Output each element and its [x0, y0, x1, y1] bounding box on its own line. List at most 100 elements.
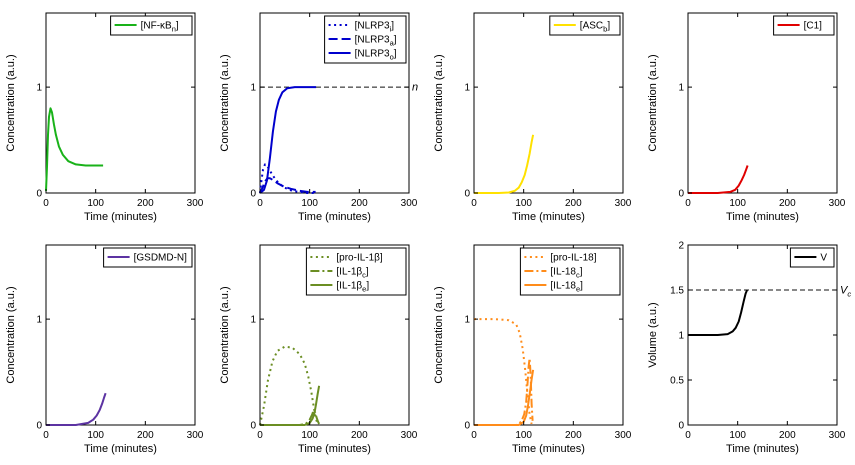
y-tick-label: 2 — [678, 240, 684, 251]
legend-label: V — [820, 252, 827, 263]
subplot-volume-canvas: Vc 0 100 200 300 0 0.5 1 1.5 2 Time (minutes) Volum… — [647, 240, 851, 455]
legend: [pro-IL-1β] [IL-1βc][IL-1βe] — [305, 247, 407, 295]
series-line-dotted — [474, 317, 533, 424]
y-tick-label: 0 — [250, 420, 256, 431]
legend: [ASCb] — [549, 15, 621, 35]
tick-labels: 0 100 200 300 0 1 — [464, 82, 631, 208]
subplot-nlrp3: n 0 100 200 300 0 1 Time (minutes) Concentration… — [214, 1, 427, 233]
x-tick-label: 300 — [187, 198, 204, 209]
x-tick-label: 200 — [351, 430, 368, 441]
x-tick-label: 200 — [779, 198, 796, 209]
legend-label: [IL-18c] — [550, 266, 582, 279]
x-axis-label: Time (minutes) — [726, 443, 799, 455]
legend-label: [NLRP3a] — [355, 34, 397, 47]
x-tick-label: 0 — [43, 430, 49, 441]
x-tick-label: 200 — [137, 198, 154, 209]
x-tick-label: 100 — [515, 198, 532, 209]
legend-label: [ASCb] — [580, 20, 611, 33]
y-tick-label: 0 — [250, 188, 256, 199]
y-axis-label: Concentration (a.u.) — [433, 54, 445, 151]
plot-box — [687, 12, 838, 193]
x-tick-label: 200 — [565, 430, 582, 441]
y-axis-label: Concentration (a.u.) — [5, 54, 17, 151]
y-axis-label: Concentration (a.u.) — [647, 54, 659, 151]
subplot-il18: 0 100 200 300 0 1 Time (minutes) Concentration … — [428, 233, 641, 465]
x-tick-label: 100 — [729, 198, 746, 209]
subplot-il18-canvas: 0 100 200 300 0 1 Time (minutes) Concentration … — [433, 244, 632, 455]
y-axis-label: Concentration (a.u.) — [433, 286, 445, 383]
x-tick-label: 0 — [43, 198, 49, 209]
y-tick-label: 1 — [36, 314, 42, 325]
series-line-dotted — [259, 162, 315, 194]
y-tick-label: 1 — [36, 82, 42, 93]
legend-box — [549, 15, 621, 35]
legend-label: [IL-18e] — [550, 280, 583, 293]
x-tick-label: 0 — [257, 430, 263, 441]
x-tick-label: 200 — [351, 198, 368, 209]
legend-label: [GSDMD-N] — [134, 252, 188, 263]
x-axis-label: Time (minutes) — [726, 211, 799, 223]
subplot-nfkb-canvas: 0 100 200 300 0 1 Time (minutes) Concentration … — [5, 12, 204, 223]
tick-labels: 0 100 200 300 0 1 — [250, 314, 417, 440]
y-axis-label: Concentration (a.u.) — [5, 286, 17, 383]
subplot-nfkb: 0 100 200 300 0 1 Time (minutes) Concentration … — [0, 1, 213, 233]
subplot-nlrp3-canvas: n 0 100 200 300 0 1 Time (minutes) Concentration… — [219, 12, 418, 223]
legend-box — [103, 247, 193, 267]
legend-label: [NF-κBn] — [141, 20, 179, 33]
legend-box — [773, 15, 835, 35]
subplot-gsdmd: 0 100 200 300 0 1 Time (minutes) Concentration … — [0, 233, 213, 465]
legend: [NLRP3i][NLRP3a][NLRP3o] — [324, 15, 407, 63]
tick-labels: 0 100 200 300 0 1 — [678, 82, 845, 208]
annotation-label: n — [412, 81, 418, 93]
y-tick-label: 1 — [464, 82, 470, 93]
legend-label: [IL-1βc] — [336, 266, 369, 279]
series-line-solid — [474, 369, 535, 426]
series-line-solid — [46, 392, 107, 426]
ticks — [259, 12, 410, 193]
subplot-asc: 0 100 200 300 0 1 Time (minutes) Concentration … — [428, 1, 641, 233]
plot-box — [45, 12, 196, 193]
x-tick-label: 0 — [471, 430, 477, 441]
series-line-dashed — [259, 176, 316, 193]
x-tick-label: 200 — [565, 198, 582, 209]
x-tick-label: 300 — [187, 430, 204, 441]
legend-label: [NLRP3o] — [355, 48, 397, 61]
series-line-solid — [260, 385, 321, 426]
x-tick-label: 100 — [729, 430, 746, 441]
x-tick-label: 100 — [301, 198, 318, 209]
x-tick-label: 100 — [301, 430, 318, 441]
tick-labels: 0 100 200 300 0 1 — [36, 82, 203, 208]
ticks — [45, 244, 196, 425]
series-line-solid — [259, 85, 317, 194]
x-axis-label: Time (minutes) — [84, 443, 157, 455]
x-tick-label: 100 — [87, 198, 104, 209]
tick-labels: 0 100 200 300 0 1 — [464, 314, 631, 440]
x-axis-label: Time (minutes) — [298, 443, 371, 455]
y-tick-label: 1 — [250, 82, 256, 93]
x-axis-label: Time (minutes) — [84, 211, 157, 223]
series-line-solid — [45, 106, 104, 191]
subplot-gsdmd-canvas: 0 100 200 300 0 1 Time (minutes) Concentration … — [5, 244, 204, 455]
ticks — [687, 12, 838, 193]
x-tick-label: 100 — [87, 430, 104, 441]
y-tick-label: 0 — [464, 420, 470, 431]
legend-box — [324, 15, 407, 63]
x-tick-label: 0 — [471, 198, 477, 209]
y-tick-label: 0 — [678, 188, 684, 199]
legend-label: [pro-IL-1β] — [336, 252, 383, 263]
x-tick-label: 300 — [401, 198, 418, 209]
x-tick-label: 0 — [685, 198, 691, 209]
ticks — [687, 244, 838, 425]
x-tick-label: 200 — [779, 430, 796, 441]
x-tick-label: 0 — [685, 430, 691, 441]
y-tick-label: 0 — [678, 420, 684, 431]
legend-label: [IL-1βe] — [336, 280, 369, 293]
x-tick-label: 300 — [829, 198, 846, 209]
series-line-solid — [688, 289, 749, 336]
tick-labels: 0 100 200 300 0 1 — [250, 82, 417, 208]
subplot-il1b: 0 100 200 300 0 1 Time (minutes) Concentration … — [214, 233, 427, 465]
y-axis-label: Concentration (a.u.) — [219, 54, 231, 151]
x-axis-label: Time (minutes) — [298, 211, 371, 223]
x-tick-label: 300 — [615, 198, 632, 209]
